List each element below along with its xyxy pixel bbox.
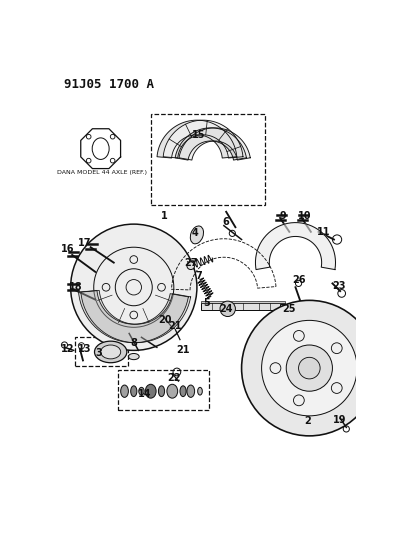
- Text: 23: 23: [332, 281, 345, 290]
- Circle shape: [286, 345, 332, 391]
- Ellipse shape: [139, 387, 144, 395]
- Text: 14: 14: [138, 389, 151, 399]
- Circle shape: [293, 330, 304, 341]
- Polygon shape: [175, 128, 247, 160]
- Text: 19: 19: [333, 415, 347, 425]
- Text: 22: 22: [167, 373, 181, 383]
- Text: 21: 21: [176, 345, 190, 356]
- Ellipse shape: [187, 385, 195, 398]
- Bar: [118, 370, 209, 410]
- Ellipse shape: [94, 341, 127, 363]
- Text: 20: 20: [158, 314, 172, 325]
- Ellipse shape: [158, 386, 165, 397]
- Polygon shape: [179, 128, 250, 160]
- Text: 21: 21: [169, 321, 182, 331]
- Circle shape: [71, 224, 197, 350]
- Polygon shape: [157, 120, 237, 158]
- Circle shape: [331, 343, 342, 353]
- Circle shape: [220, 301, 235, 317]
- Polygon shape: [81, 290, 191, 343]
- Ellipse shape: [180, 386, 186, 397]
- Text: 15: 15: [192, 130, 205, 140]
- Ellipse shape: [145, 384, 156, 398]
- Text: 24: 24: [220, 304, 233, 314]
- Ellipse shape: [190, 226, 204, 244]
- Text: 91J05 1700 A: 91J05 1700 A: [64, 78, 154, 91]
- Polygon shape: [255, 223, 335, 270]
- Text: 4: 4: [192, 228, 199, 238]
- Bar: [151, 114, 265, 205]
- Circle shape: [242, 301, 377, 436]
- Text: 26: 26: [292, 274, 305, 285]
- Circle shape: [187, 262, 195, 270]
- Circle shape: [331, 383, 342, 393]
- Text: 18: 18: [68, 282, 82, 292]
- Text: 3: 3: [95, 348, 102, 358]
- Text: 1: 1: [161, 212, 168, 221]
- Text: DANA MODEL 44 AXLE (REF.): DANA MODEL 44 AXLE (REF.): [57, 170, 147, 175]
- Text: 6: 6: [223, 217, 229, 227]
- Bar: [280, 304, 311, 310]
- Text: 16: 16: [61, 244, 74, 254]
- Text: 2: 2: [304, 416, 311, 426]
- Bar: [201, 303, 285, 310]
- Text: 7: 7: [195, 271, 202, 281]
- Text: 25: 25: [283, 304, 296, 314]
- Text: 27: 27: [184, 257, 198, 268]
- Text: 9: 9: [280, 212, 287, 221]
- Ellipse shape: [101, 345, 121, 359]
- Text: 17: 17: [78, 238, 91, 248]
- Text: 10: 10: [298, 212, 312, 221]
- Circle shape: [293, 395, 304, 406]
- Ellipse shape: [128, 353, 139, 360]
- Bar: [201, 301, 285, 303]
- Text: 11: 11: [317, 227, 331, 237]
- Polygon shape: [79, 290, 188, 343]
- Circle shape: [270, 363, 281, 374]
- Circle shape: [262, 320, 357, 416]
- Ellipse shape: [167, 384, 178, 398]
- Ellipse shape: [131, 386, 137, 397]
- Polygon shape: [163, 120, 243, 158]
- Ellipse shape: [198, 387, 202, 395]
- Text: 13: 13: [78, 344, 91, 354]
- Circle shape: [299, 357, 320, 379]
- Text: 8: 8: [130, 338, 137, 348]
- Bar: [75, 336, 127, 366]
- Ellipse shape: [121, 385, 128, 398]
- Text: 12: 12: [61, 344, 74, 354]
- Text: 5: 5: [203, 297, 210, 308]
